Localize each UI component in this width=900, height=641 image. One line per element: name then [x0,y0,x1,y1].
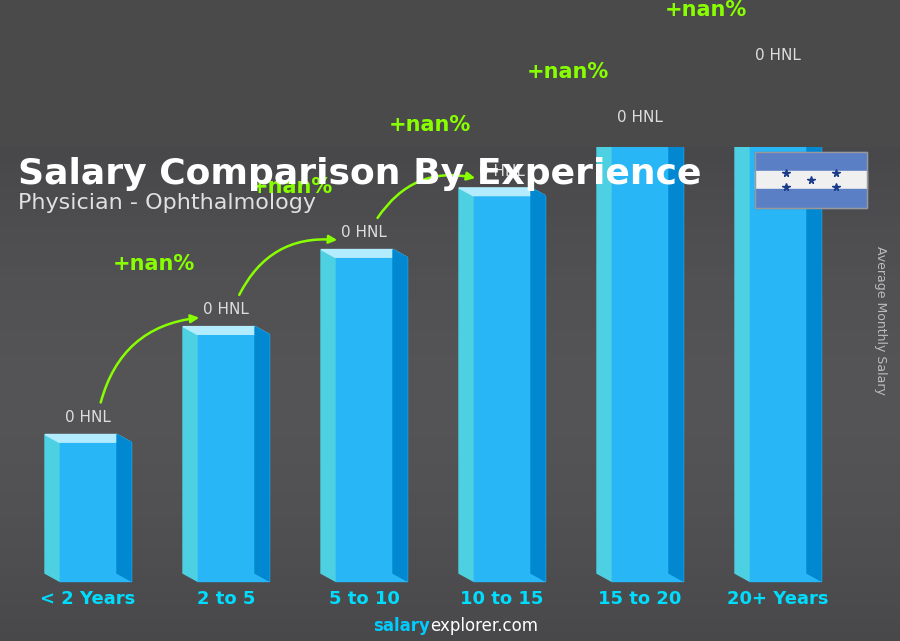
Text: +nan%: +nan% [389,115,471,135]
Polygon shape [735,72,749,581]
Text: +nan%: +nan% [112,254,195,274]
Text: +nan%: +nan% [665,0,747,20]
Polygon shape [255,327,269,581]
Polygon shape [755,171,867,190]
Polygon shape [321,249,335,581]
Polygon shape [749,80,821,581]
Polygon shape [611,142,683,581]
Polygon shape [321,249,407,257]
Text: 0 HNL: 0 HNL [755,48,801,63]
Text: 20+ Years: 20+ Years [727,590,829,608]
Polygon shape [459,188,473,581]
Polygon shape [183,327,197,581]
Polygon shape [45,435,59,581]
Polygon shape [597,134,683,142]
Polygon shape [597,134,611,581]
Polygon shape [117,435,131,581]
Text: Salary Comparison By Experience: Salary Comparison By Experience [18,157,701,191]
Polygon shape [197,335,269,581]
Polygon shape [531,188,545,581]
Text: Physician - Ophthalmology: Physician - Ophthalmology [18,192,316,213]
Polygon shape [335,257,407,581]
Text: salary: salary [374,617,430,635]
Text: 2 to 5: 2 to 5 [197,590,256,608]
Text: 5 to 10: 5 to 10 [328,590,400,608]
Text: 10 to 15: 10 to 15 [460,590,544,608]
Polygon shape [459,188,545,196]
Text: < 2 Years: < 2 Years [40,590,136,608]
Text: +nan%: +nan% [526,62,609,81]
Text: 0 HNL: 0 HNL [479,163,525,179]
Polygon shape [735,72,821,80]
Text: 0 HNL: 0 HNL [203,303,249,317]
Text: 15 to 20: 15 to 20 [598,590,681,608]
Polygon shape [45,435,131,442]
Text: +nan%: +nan% [251,177,333,197]
Polygon shape [393,249,407,581]
Polygon shape [473,196,545,581]
Polygon shape [183,327,269,335]
Polygon shape [755,153,867,171]
Text: 0 HNL: 0 HNL [617,110,663,125]
Text: 0 HNL: 0 HNL [65,410,111,425]
Text: 0 HNL: 0 HNL [341,225,387,240]
Polygon shape [59,442,131,581]
Text: Average Monthly Salary: Average Monthly Salary [874,246,886,395]
Polygon shape [807,72,821,581]
Text: explorer.com: explorer.com [430,617,538,635]
Polygon shape [755,190,867,208]
Polygon shape [669,134,683,581]
